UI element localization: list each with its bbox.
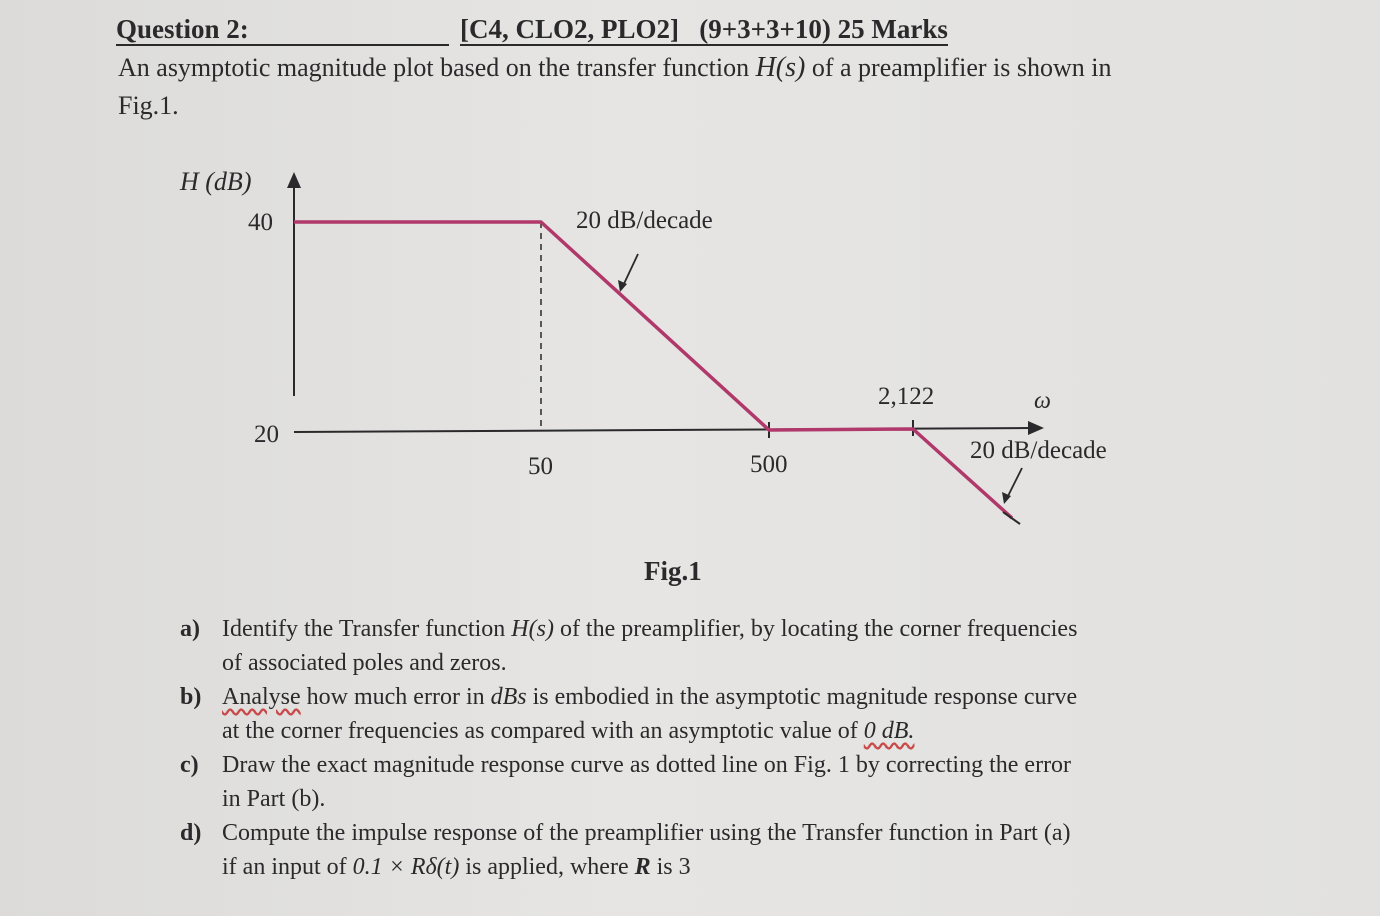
spellcheck-word: Analyse — [222, 684, 301, 710]
question-label: Question 2: — [116, 14, 449, 46]
question-codes-marks: [C4, CLO2, PLO2] (9+3+3+10) 25 Marks — [460, 14, 948, 46]
y-tick-20: 20 — [254, 421, 279, 448]
question-marks: (9+3+3+10) 25 Marks — [699, 14, 948, 44]
slope-arrowhead-1 — [618, 280, 627, 292]
x-axis-label: ω — [1034, 388, 1051, 414]
part-d-text: Compute the impulse response of the prea… — [222, 820, 1071, 880]
intro-text-1: An asymptotic magnitude plot based on th… — [118, 53, 756, 82]
part-c-text: Draw the exact magnitude response curve … — [222, 752, 1072, 812]
figure-caption: Fig.1 — [644, 556, 702, 586]
slope-label-1: 20 dB/decade — [576, 207, 713, 234]
magnitude-curve — [294, 220, 1014, 520]
question-header: Question 2: [C4, CLO2, PLO2] (9+3+3+10) … — [116, 12, 982, 46]
part-b: b) Analyse how much error in dBs is embo… — [180, 680, 1220, 748]
part-d-letter: d) — [180, 820, 202, 846]
question-codes: [C4, CLO2, PLO2] — [460, 14, 679, 44]
slope-arrow-1 — [621, 253, 639, 289]
y-axis-arrow — [287, 172, 301, 188]
part-a-text: Identify the Transfer function H(s) of t… — [222, 616, 1078, 676]
x-tick-500: 500 — [750, 451, 788, 478]
part-a-letter: a) — [180, 616, 200, 642]
part-a: a) Identify the Transfer function H(s) o… — [180, 612, 1220, 680]
x-axis-arrow — [1028, 421, 1044, 435]
part-d-math: 0.1 × Rδ(t) — [352, 854, 460, 880]
part-c-letter: c) — [180, 752, 199, 778]
slope-arrowhead-2 — [1002, 492, 1011, 504]
x-tick-50: 50 — [528, 453, 553, 480]
transfer-function-symbol: H(s) — [755, 52, 806, 83]
bode-magnitude-figure: H (dB) 40 20 50 500 2,122 ω 20 dB/decade… — [179, 167, 1107, 525]
slope-label-2: 20 dB/decade — [970, 437, 1107, 464]
part-b-letter: b) — [180, 684, 202, 710]
curve-end-tick — [1002, 511, 1021, 525]
part-a-math: H(s) — [511, 616, 554, 642]
intro-line-2: Fig.1. — [118, 91, 179, 120]
part-c: c) Draw the exact magnitude response cur… — [180, 748, 1220, 816]
x-tick-2122: 2,122 — [878, 383, 934, 410]
y-tick-40: 40 — [248, 209, 273, 236]
part-d: d) Compute the impulse response of the p… — [180, 816, 1220, 884]
slope-arrow-2 — [1005, 467, 1023, 501]
x-axis — [293, 427, 1031, 433]
y-axis-label: H (dB) — [179, 167, 251, 196]
question-parts: a) Identify the Transfer function H(s) o… — [180, 612, 1220, 884]
intro-text-2: of a preamplifier is shown in — [805, 53, 1112, 82]
part-b-text: Analyse how much error in dBs is embodie… — [222, 684, 1078, 744]
question-intro: An asymptotic magnitude plot based on th… — [118, 50, 1238, 86]
